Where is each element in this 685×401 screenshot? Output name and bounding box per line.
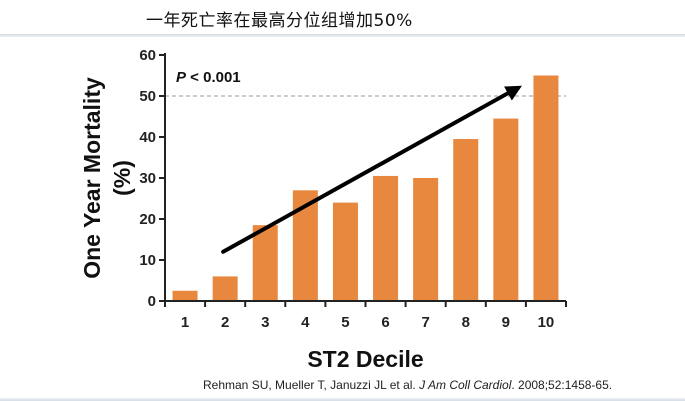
bar-2 [212,276,238,301]
y-tick-label-10: 10 [139,252,156,269]
x-tick-label-5: 5 [341,314,349,331]
p-value-annotation: P < 0.001 [176,69,241,86]
trend-arrow-shaft [221,86,518,254]
headline-bar: 一年死亡率在最高分位组增加50% [0,0,685,34]
trend-arrow-head [504,85,522,101]
header-divider [0,34,685,37]
x-tick-label-6: 6 [381,314,389,331]
bar-9 [493,118,519,301]
y-tick-label-20: 20 [139,211,156,228]
y-tick-label-0: 0 [148,293,156,310]
bar-1 [172,290,198,301]
y-tick-label-30: 30 [139,170,156,187]
bar-3 [252,225,278,301]
x-tick-label-4: 4 [301,314,310,331]
x-axis-title: ST2 Decile [307,346,423,372]
x-tick-label-8: 8 [462,314,470,331]
x-tick-label-9: 9 [502,314,510,331]
bar-7 [413,178,439,301]
y-axis-title: One Year Mortality [79,77,105,279]
citation: Rehman SU, Mueller T, Januzzi JL et al. … [203,378,612,392]
citation-details: . 2008;52:1458-65. [511,378,613,392]
headline-text: 一年死亡率在最高分位组增加50% [146,11,413,31]
y-tick-label-40: 40 [139,129,156,146]
x-tick-label-1: 1 [181,314,189,331]
bar-5 [332,202,358,301]
y-tick-label-50: 50 [139,88,156,105]
bar-8 [453,139,479,301]
y-tick-label-60: 60 [139,47,156,64]
citation-journal: J Am Coll Cardiol [419,378,512,392]
x-tick-label-3: 3 [261,314,269,331]
x-tick-label-7: 7 [421,314,429,331]
bar-10 [533,75,559,301]
x-tick-label-10: 10 [538,314,555,331]
bar-chart: 0 10 20 30 40 50 60 1 2 3 4 5 6 7 8 9 10 ST2 Decile One Ye… [79,47,567,372]
y-axis-unit: (%) [109,160,135,196]
citation-authors: Rehman SU, Mueller T, Januzzi JL et al. [203,378,416,392]
bar-6 [373,175,399,301]
footer-divider [0,398,685,401]
x-tick-label-2: 2 [221,314,229,331]
